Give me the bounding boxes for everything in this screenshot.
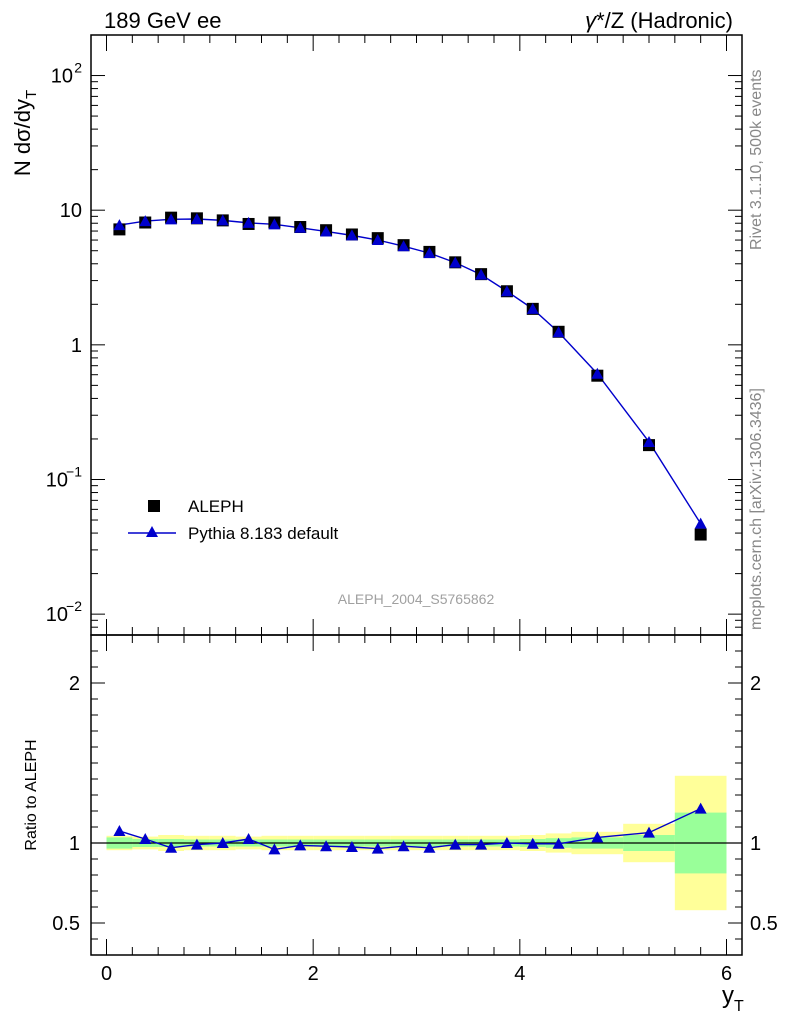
- pythia-point: [694, 517, 707, 529]
- pythia-point: [190, 213, 203, 225]
- ratio-point: [500, 837, 513, 848]
- xtick-label: 0: [101, 963, 112, 985]
- ratio-ytick-label: 2: [69, 673, 80, 695]
- ratio-ytick-label-right: 2: [750, 673, 761, 695]
- ratio-point: [242, 833, 255, 844]
- pythia-point: [643, 435, 655, 447]
- pythia-point: [113, 219, 126, 231]
- ratio-panel: 0.5 0.5 1 1 2 2 0 2 4 6 Ratio to ALEPH yT: [23, 634, 778, 1015]
- pythia-point: [165, 213, 178, 225]
- main-ylabel-text: N dσ/dy: [10, 99, 35, 176]
- legend-pythia-marker: [146, 526, 158, 537]
- ratio-ytick-label-right: 0.5: [750, 913, 778, 935]
- xtick-label: 2: [308, 963, 319, 985]
- ratio-point: [449, 838, 462, 850]
- main-ylabel: N dσ/dyT: [10, 90, 40, 176]
- ratio-point: [190, 838, 203, 850]
- main-ytick-exponent: 2: [74, 60, 82, 76]
- main-ytick-label: 1: [71, 335, 82, 357]
- pythia-point: [345, 229, 358, 241]
- pythia-point: [423, 247, 436, 259]
- pythia-point: [294, 221, 307, 233]
- main-ytick-label: 10: [46, 469, 68, 491]
- pythia-point: [526, 302, 539, 314]
- pythia-point: [139, 215, 152, 227]
- ratio-point: [475, 838, 488, 850]
- xlabel: yT: [722, 982, 744, 1015]
- main-ytick-label: 10: [60, 200, 82, 222]
- ratio-point: [371, 842, 384, 854]
- gamma-symbol: γ: [585, 8, 598, 33]
- ratio-point: [294, 839, 307, 851]
- ratio-point: [397, 840, 410, 852]
- legend: ALEPH Pythia 8.183 default: [128, 497, 339, 543]
- main-ytick-label: 10: [46, 604, 68, 626]
- ratio-point: [423, 841, 436, 853]
- main-ytick-label: 10: [51, 66, 73, 88]
- ratio-point: [591, 831, 604, 843]
- legend-aleph-marker: [148, 500, 160, 512]
- xlabel-text: y: [722, 982, 734, 1009]
- ratio-point: [113, 825, 126, 836]
- main-ylabel-sub: T: [23, 90, 40, 99]
- legend-pythia-label: Pythia 8.183 default: [188, 524, 339, 543]
- pythia-line: [119, 218, 702, 525]
- ratio-point: [268, 843, 281, 855]
- main-ytick-exponent: −2: [66, 598, 82, 614]
- pythia-point: [216, 214, 229, 226]
- ratio-point: [320, 840, 333, 852]
- ratio-point: [165, 841, 178, 853]
- xtick-label: 6: [721, 963, 732, 985]
- pythia-point: [268, 218, 281, 230]
- pythia-point: [500, 285, 513, 297]
- ratio-point: [526, 837, 539, 849]
- ratio-point: [694, 802, 707, 814]
- header-left-title: 189 GeV ee: [104, 8, 221, 33]
- pythia-point: [552, 326, 565, 338]
- ratio-frame: [90, 634, 743, 956]
- ratio-point: [345, 841, 358, 852]
- pythia-point: [320, 225, 333, 237]
- ratio-point: [643, 826, 655, 838]
- ratio-point: [139, 833, 152, 844]
- ratio-point: [216, 837, 229, 848]
- watermark: ALEPH_2004_S5765862: [338, 591, 495, 607]
- right-title-rest: */Z (Hadronic): [596, 8, 733, 33]
- xtick-label: 4: [514, 963, 525, 985]
- ratio-point: [552, 837, 565, 849]
- pythia-point: [371, 234, 384, 246]
- main-ytick-exponent: −1: [66, 463, 82, 479]
- xlabel-sub: T: [734, 998, 744, 1015]
- aleph-point: [694, 528, 707, 541]
- ratio-ytick-label: 0.5: [52, 913, 80, 935]
- rivet-label: Rivet 3.1.10, 500k events: [748, 69, 765, 250]
- ratio-ylabel: Ratio to ALEPH: [23, 739, 40, 850]
- pythia-point: [242, 216, 255, 228]
- pythia-point: [449, 256, 462, 268]
- pythia-point: [475, 268, 488, 280]
- header-right-title: γ*/Z (Hadronic): [585, 8, 733, 33]
- ratio-ytick-label-right: 1: [750, 833, 761, 855]
- mcplots-label: mcplots.cern.ch [arXiv:1306.3436]: [748, 388, 765, 630]
- pythia-point: [397, 240, 410, 252]
- legend-aleph-label: ALEPH: [188, 497, 244, 516]
- pythia-point: [591, 367, 604, 379]
- ratio-ytick-label: 1: [69, 833, 80, 855]
- main-frame: [90, 34, 743, 636]
